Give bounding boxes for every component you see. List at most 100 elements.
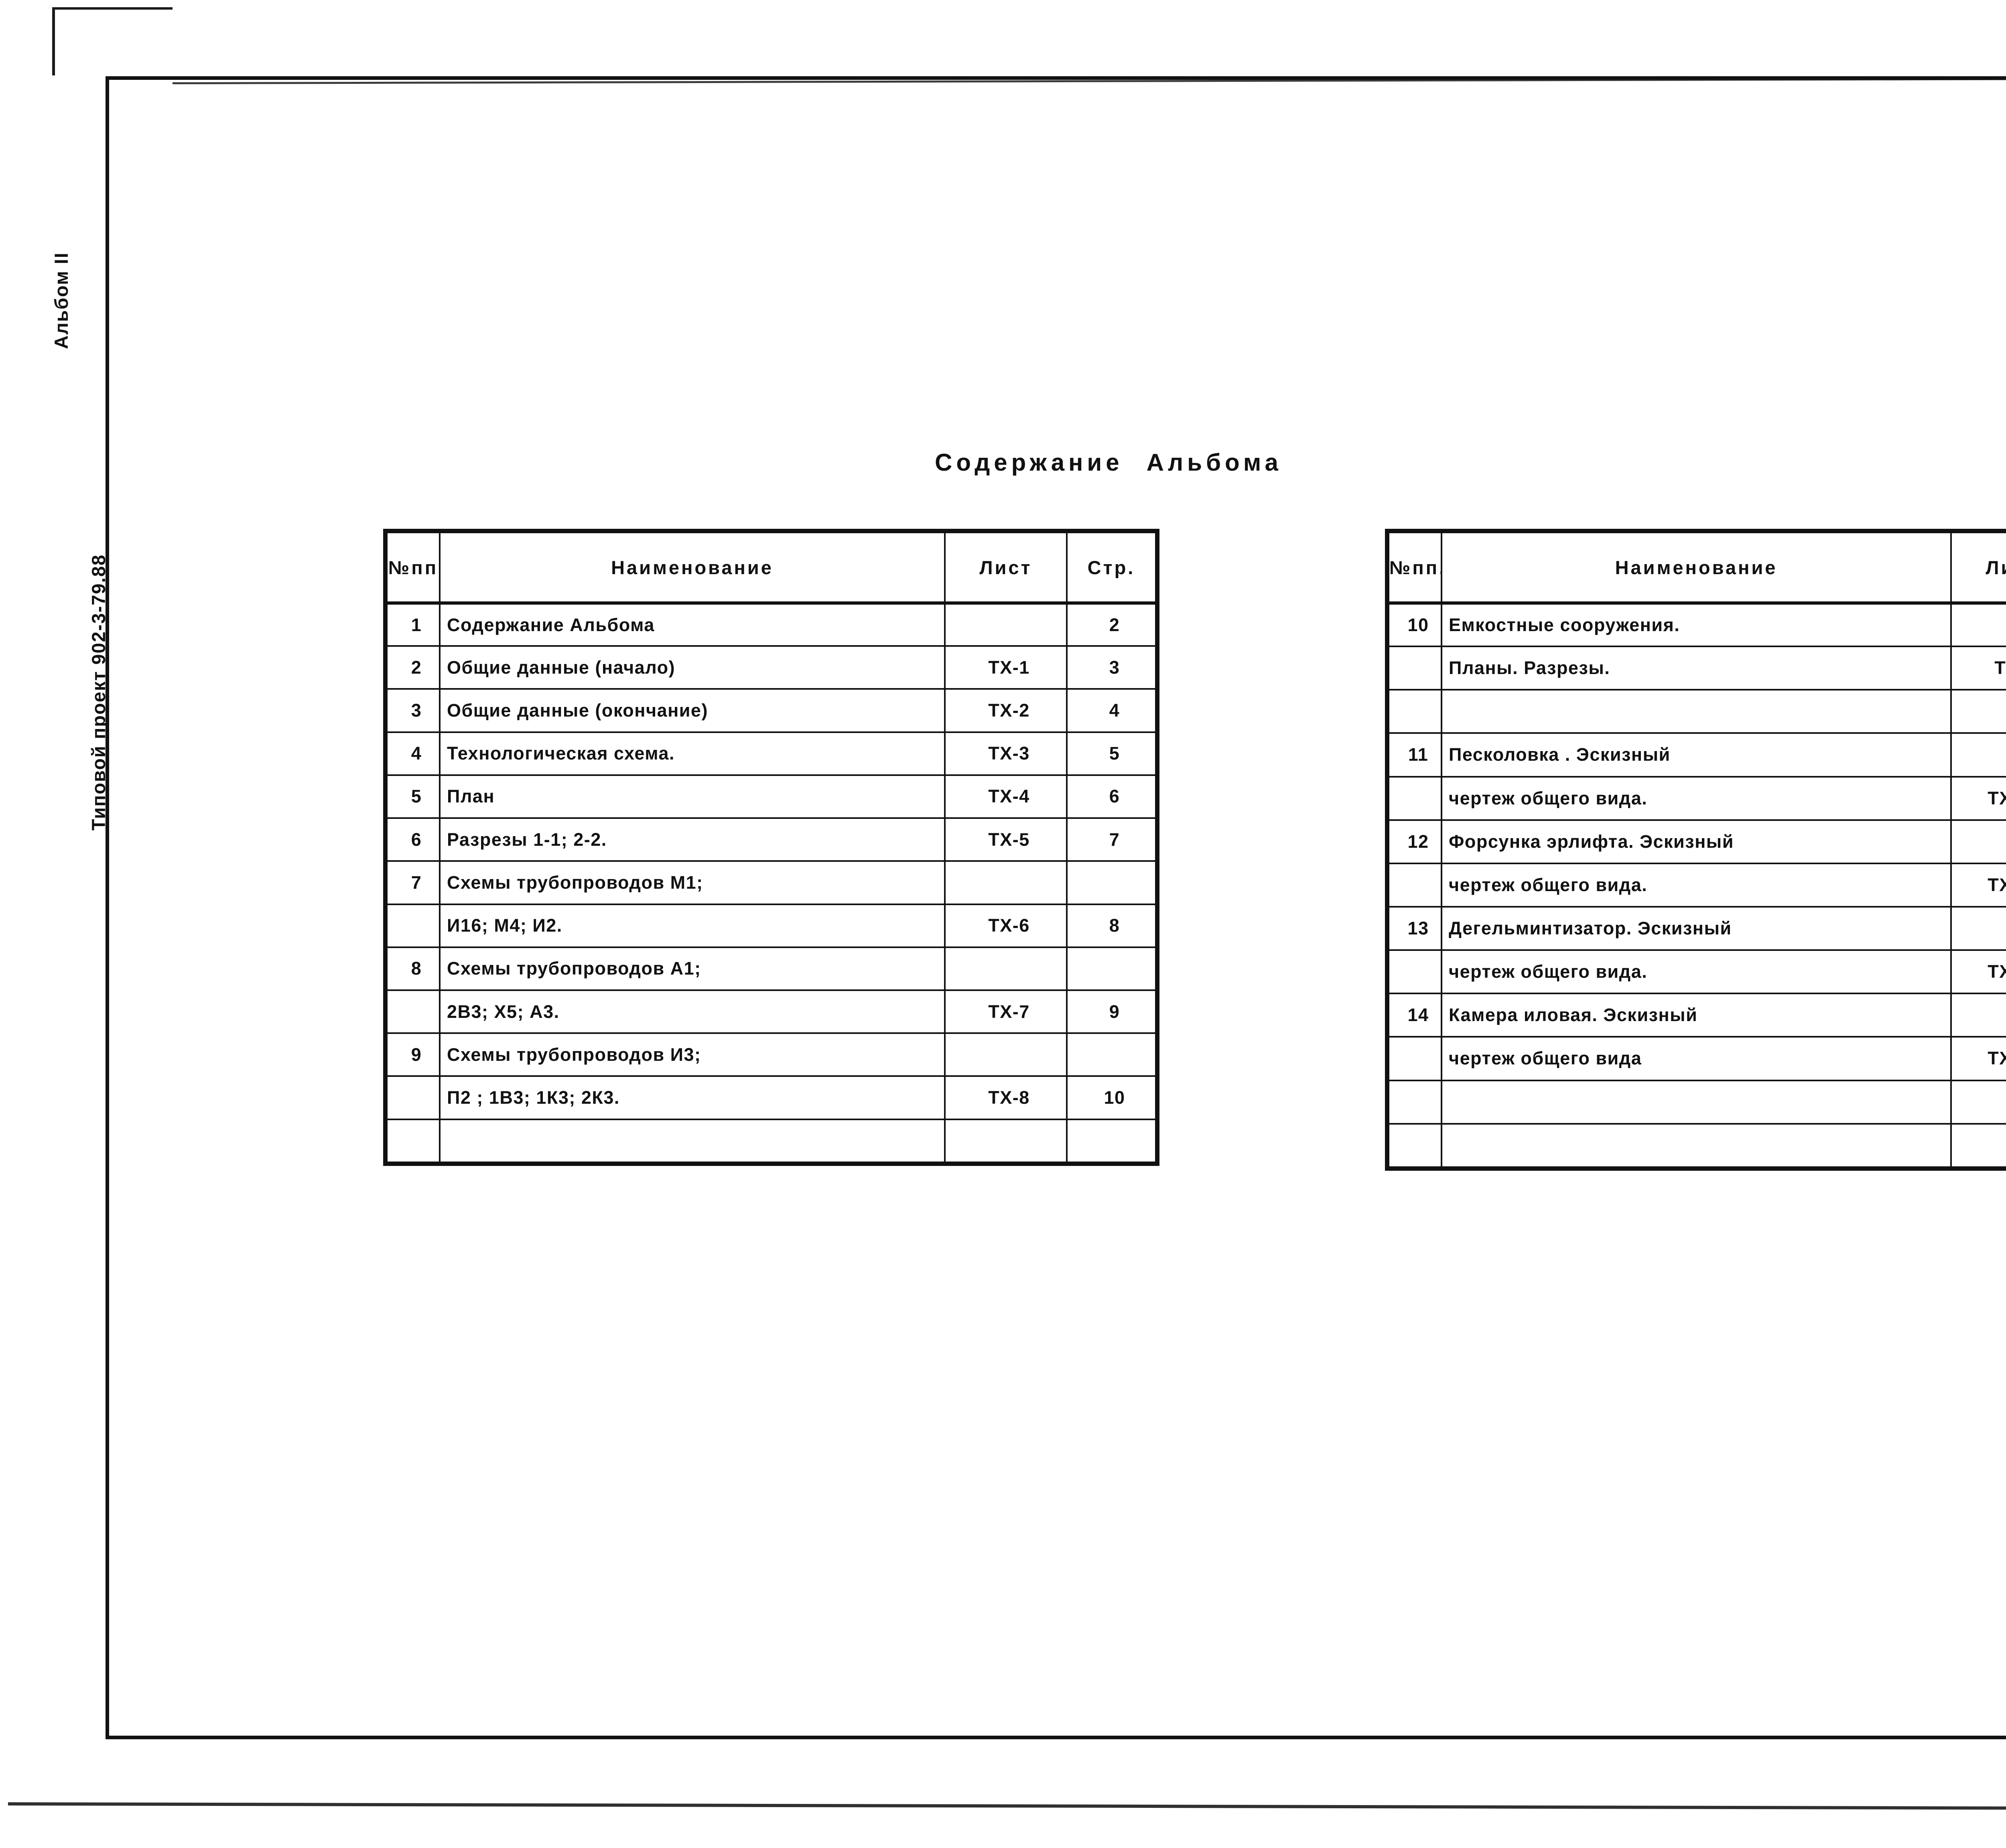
row-number-cell: 4 [386, 731, 441, 776]
row-name-cell: Дегельминтизатор. Эскизный [1441, 906, 1952, 951]
column-header-page: Стр. [1066, 532, 1157, 605]
row-sheet-cell [1950, 689, 2006, 734]
table-row [1388, 1123, 2006, 1168]
row-name-cell: чертеж общего вида. [1441, 776, 1952, 821]
table-row: 10 Емкостные сооружения. [1388, 602, 2006, 648]
row-number-cell: 7 [386, 860, 441, 905]
row-name-cell: Общие данные (начало) [439, 645, 946, 690]
row-page-cell: 4 [1066, 688, 1157, 733]
table-row: 2 Общие данные (начало) ТХ-1 3 [386, 645, 1157, 690]
row-name-cell [1441, 1123, 1952, 1168]
table-row: 4 Технологическая схема. ТХ-3 5 [386, 731, 1157, 776]
row-name-cell: Форсунка эрлифта. Эскизный [1441, 819, 1952, 864]
table-row: 8 Схемы трубопроводов А1; [386, 946, 1157, 991]
row-name-cell: Емкостные сооружения. [1441, 602, 1952, 648]
page-title-word-1: Содержание [935, 449, 1123, 476]
row-sheet-cell [944, 946, 1068, 991]
row-number-cell: 14 [1388, 993, 1442, 1038]
column-header-sheet: Лист [1950, 532, 2006, 605]
table-row: Планы. Разрезы.ТХ-911 [1388, 646, 2006, 691]
row-number-cell: 11 [1388, 732, 1442, 778]
row-name-cell: Схемы трубопроводов А1; [439, 946, 946, 991]
row-name-cell [1441, 1079, 1952, 1125]
row-sheet-cell [944, 1118, 1068, 1164]
row-name-cell: чертеж общего вида. [1441, 949, 1952, 995]
row-number-cell: 12 [1388, 819, 1442, 864]
column-header-number: №пп. [1388, 532, 1442, 605]
table-row [1388, 1079, 2006, 1125]
row-page-cell: 5 [1066, 731, 1157, 776]
row-number-cell: 1 [386, 602, 441, 647]
page-title-word-2: Альбома [1146, 449, 1282, 476]
table-row: И16; М4; И2. ТХ-6 8 [386, 903, 1157, 948]
row-name-cell [1441, 689, 1952, 734]
row-sheet-cell: ТХ-4 [944, 774, 1068, 819]
row-number-cell [1388, 689, 1442, 734]
row-page-cell: 3 [1066, 645, 1157, 690]
table-row: 6 Разрезы 1-1; 2-2. ТХ-5 7 [386, 817, 1157, 862]
row-number-cell [1388, 1036, 1442, 1081]
table-row: П2 ; 1В3; 1К3; 2К3. ТХ-8 10 [386, 1075, 1157, 1120]
table-row: чертеж общего вида.ТХН-112;13 [1388, 776, 2006, 821]
row-name-cell: План [439, 774, 946, 819]
row-number-cell [386, 989, 441, 1034]
row-number-cell [386, 1118, 441, 1164]
table-row [386, 1118, 1157, 1164]
row-number-cell: 10 [1388, 602, 1442, 648]
table-row: 1 Содержание Альбома 2 [386, 602, 1157, 647]
row-page-cell: 9 [1066, 989, 1157, 1034]
row-sheet-cell [1950, 819, 2006, 864]
row-page-cell: 2 [1066, 602, 1157, 647]
page-title: Содержание Альбома [935, 449, 1282, 476]
row-sheet-cell [1950, 1123, 2006, 1168]
row-name-cell: Разрезы 1-1; 2-2. [439, 817, 946, 862]
row-number-cell [386, 1075, 441, 1120]
row-name-cell: П2 ; 1В3; 1К3; 2К3. [439, 1075, 946, 1120]
row-name-cell: И16; М4; И2. [439, 903, 946, 948]
row-sheet-cell [1950, 1079, 2006, 1125]
row-sheet-cell: ТХН-1 [1950, 776, 2006, 821]
column-header-name: Наименование [439, 532, 946, 605]
row-sheet-cell [944, 860, 1068, 905]
row-name-cell: Технологическая схема. [439, 731, 946, 776]
row-number-cell: 6 [386, 817, 441, 862]
table-row: 5 План ТХ-4 6 [386, 774, 1157, 819]
row-sheet-cell: ТХ-7 [944, 989, 1068, 1034]
album-label: Альбом II [51, 252, 72, 349]
row-page-cell [1066, 1032, 1157, 1077]
row-sheet-cell: ТХН-4 [1950, 1036, 2006, 1081]
row-sheet-cell [944, 602, 1068, 647]
row-number-cell [1388, 1079, 1442, 1125]
row-page-cell [1066, 860, 1157, 905]
row-number-cell: 13 [1388, 906, 1442, 951]
column-header-number: №пп [386, 532, 441, 605]
row-number-cell: 8 [386, 946, 441, 991]
table-row: 2В3; Х5; А3. ТХ-7 9 [386, 989, 1157, 1034]
table-row: 7 Схемы трубопроводов М1; [386, 860, 1157, 905]
drawing-frame-border [106, 76, 2006, 1739]
row-number-cell: 3 [386, 688, 441, 733]
scan-artifact-bottom-line [8, 1802, 2006, 1811]
row-name-cell: Планы. Разрезы. [1441, 646, 1952, 691]
row-name-cell: чертеж общего вида. [1441, 862, 1952, 908]
row-number-cell: 9 [386, 1032, 441, 1077]
row-sheet-cell [1950, 602, 2006, 648]
table-row [1388, 689, 2006, 734]
contents-table-left: №пп Наименование Лист Стр. 1 Содержание А… [383, 529, 1159, 1166]
row-sheet-cell [1950, 732, 2006, 778]
table-row: чертеж общего вида.ТХН-315 [1388, 949, 2006, 995]
table-header-row: №пп. Наименование Лист Стр. [1388, 532, 2006, 605]
row-name-cell: Схемы трубопроводов М1; [439, 860, 946, 905]
contents-table-right: №пп. Наименование Лист Стр. 10Емкостные … [1385, 529, 2006, 1171]
row-number-cell [1388, 776, 1442, 821]
table-header-row: №пп Наименование Лист Стр. [386, 532, 1157, 605]
row-page-cell [1066, 946, 1157, 991]
row-page-cell: 8 [1066, 903, 1157, 948]
table-row: 12 Форсунка эрлифта. Эскизный [1388, 819, 2006, 864]
row-number-cell: 2 [386, 645, 441, 690]
row-sheet-cell [944, 1032, 1068, 1077]
scan-artifact-corner-tick-vertical [52, 7, 55, 75]
row-number-cell [1388, 1123, 1442, 1168]
row-name-cell: Камера иловая. Эскизный [1441, 993, 1952, 1038]
row-sheet-cell: ТХ-5 [944, 817, 1068, 862]
